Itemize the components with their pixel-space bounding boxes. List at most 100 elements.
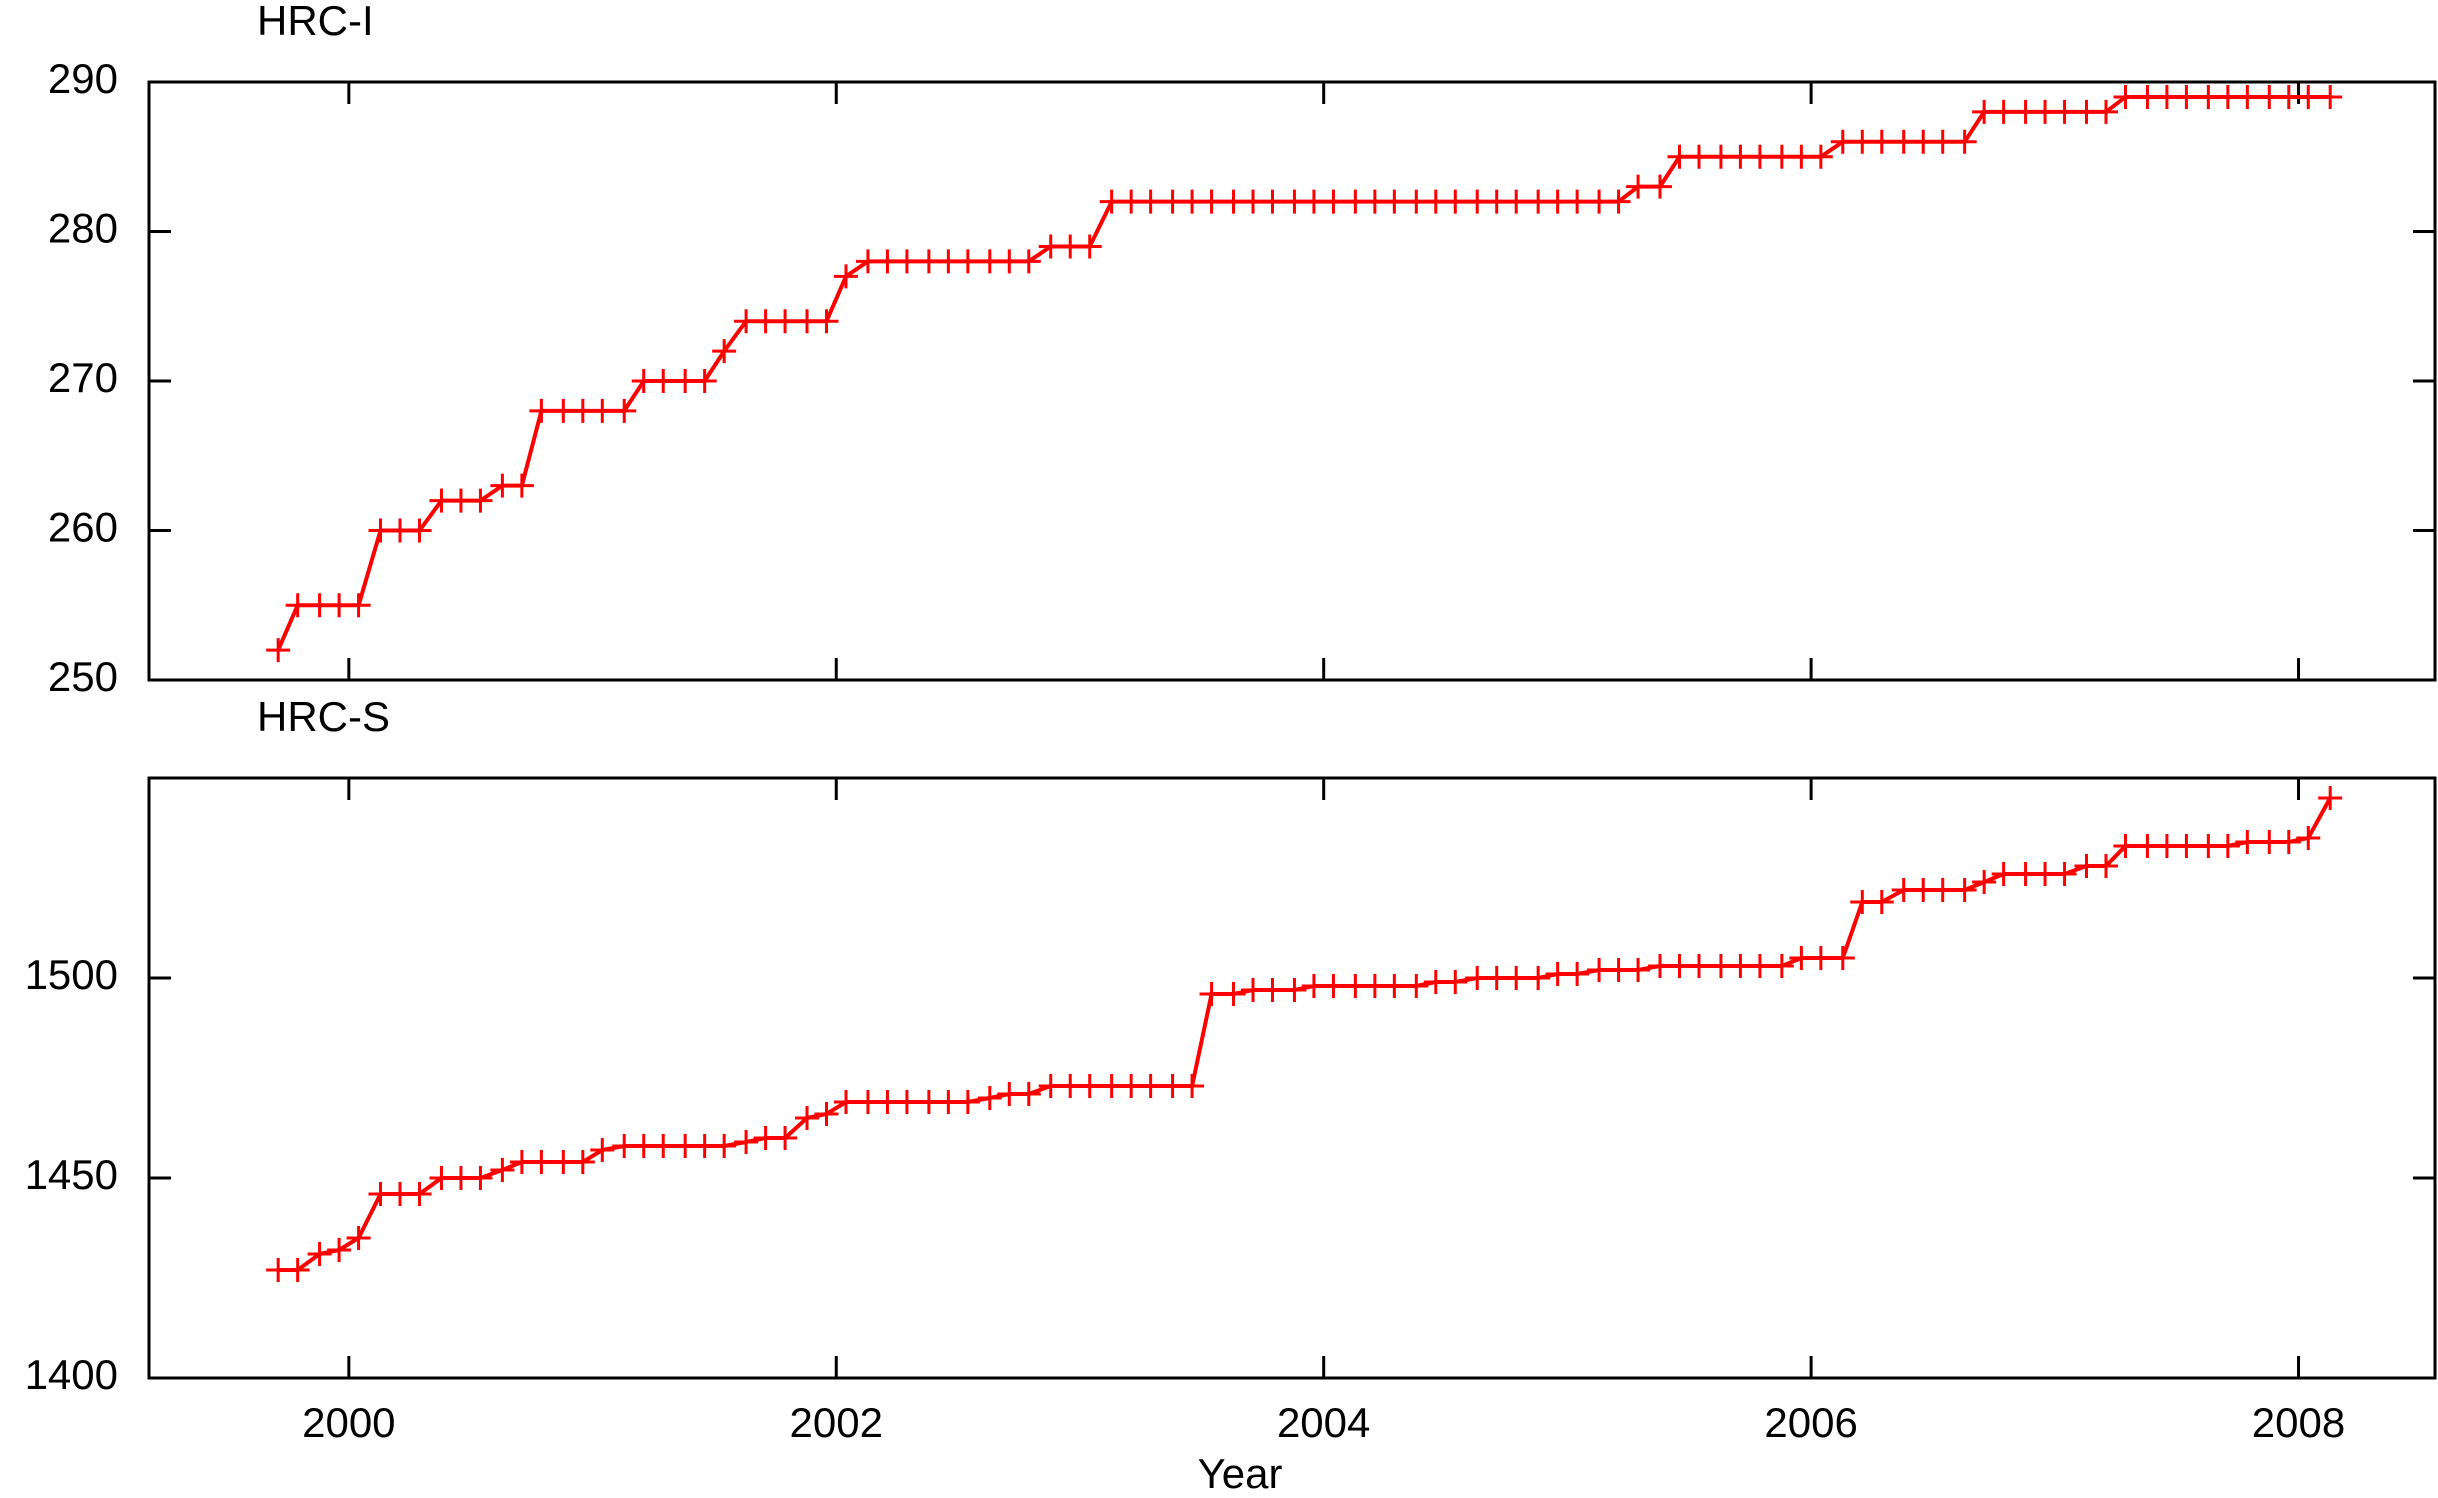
plus-marker: [1769, 954, 1794, 978]
plus-marker: [490, 1158, 515, 1182]
plus-marker: [1626, 174, 1651, 199]
plus-marker: [712, 1134, 737, 1158]
plus-marker: [795, 1106, 820, 1130]
plus-marker: [1260, 978, 1285, 1002]
plus-marker: [651, 369, 676, 393]
plus-marker: [570, 1150, 595, 1174]
plus-marker: [2093, 854, 2118, 878]
y-tick-label: 290: [48, 55, 118, 102]
plus-marker: [1016, 249, 1041, 274]
data-line: [276, 94, 2331, 651]
plus-marker: [1404, 974, 1429, 998]
plus-marker: [468, 1166, 493, 1190]
plus-marker: [1626, 958, 1651, 982]
plus-marker: [2296, 826, 2321, 850]
plus-marker: [529, 1150, 554, 1174]
plus-marker: [712, 339, 737, 364]
plus-marker: [2052, 99, 2077, 124]
plus-marker: [327, 1238, 352, 1262]
plus-marker: [1687, 144, 1711, 169]
plus-marker: [1077, 234, 1102, 259]
plus-marker: [1504, 966, 1529, 990]
plus-marker: [2318, 84, 2343, 109]
plus-marker: [266, 638, 291, 663]
plus-marker: [1260, 189, 1285, 214]
plus-marker: [1321, 974, 1346, 998]
plus-marker: [1382, 189, 1407, 214]
x-tick-label: 2004: [1277, 1399, 1370, 1446]
plus-marker: [1972, 870, 1997, 894]
plus-marker: [1443, 970, 1468, 994]
x-tick-label: 2008: [2252, 1399, 2345, 1446]
plus-marker: [2276, 830, 2301, 854]
plus-marker: [1138, 1074, 1163, 1098]
plus-marker: [1952, 129, 1977, 154]
x-axis-label: Year: [1198, 1450, 1283, 1497]
plus-marker: [1443, 189, 1468, 214]
plus-marker: [1077, 1074, 1102, 1098]
data-line: [278, 797, 2332, 1272]
y-tick-label: 1400: [25, 1351, 118, 1398]
plus-marker: [509, 473, 534, 498]
plus-marker: [307, 1242, 332, 1266]
plus-marker: [1565, 189, 1590, 214]
plus-marker: [1747, 144, 1772, 169]
plus-marker: [2052, 862, 2077, 886]
plus-marker: [1606, 189, 1631, 214]
plus-marker: [2174, 834, 2199, 858]
plus-marker: [1687, 954, 1711, 978]
y-tick-label: 1450: [25, 1151, 118, 1198]
plus-marker: [894, 249, 919, 274]
plus-marker: [2296, 84, 2321, 109]
plus-marker: [612, 398, 637, 423]
plus-marker: [407, 518, 432, 543]
chart-title: HRC-S: [257, 693, 390, 740]
plus-marker: [1504, 189, 1529, 214]
plus-marker: [955, 249, 980, 274]
plus-marker: [651, 1134, 676, 1158]
plus-marker: [1808, 946, 1833, 970]
plus-marker: [1221, 982, 1246, 1006]
plus-marker: [2318, 786, 2343, 810]
plus-marker: [2093, 99, 2118, 124]
plus-marker: [407, 1182, 432, 1206]
plus-marker: [734, 1130, 759, 1154]
plus-marker: [1321, 189, 1346, 214]
plus-marker: [1138, 189, 1163, 214]
plus-marker: [2113, 84, 2138, 109]
plus-marker: [955, 1090, 980, 1114]
plus-marker: [2235, 830, 2260, 854]
plus-marker: [977, 1086, 1002, 1110]
plus-marker: [590, 1138, 615, 1162]
plus-marker: [2174, 84, 2199, 109]
plus-marker: [2113, 834, 2138, 858]
x-tick-label: 2006: [1764, 1399, 1857, 1446]
plus-marker: [1565, 962, 1590, 986]
plus-marker: [894, 1090, 919, 1114]
plus-marker: [1991, 862, 2016, 886]
plus-marker: [834, 264, 859, 289]
plot-frame: [147, 776, 2437, 1380]
plus-marker: [1526, 966, 1551, 990]
y-tick-label: 260: [48, 504, 118, 551]
plus-marker: [814, 1102, 839, 1126]
y-tick-label: 250: [48, 653, 118, 700]
plus-marker: [1930, 129, 1955, 154]
plus-marker: [834, 1090, 859, 1114]
plus-marker: [814, 309, 839, 334]
plus-marker: [1199, 189, 1224, 214]
plus-marker: [773, 1126, 798, 1150]
plus-marker: [1180, 1074, 1205, 1098]
x-tick-label: 2002: [790, 1399, 883, 1446]
x-tick-label: 2000: [302, 1399, 395, 1446]
plus-marker: [285, 593, 310, 618]
plus-marker: [529, 398, 554, 423]
plus-marker: [1991, 99, 2016, 124]
plus-marker: [1930, 878, 1955, 902]
plus-marker: [1016, 1082, 1041, 1106]
y-tick-label: 1500: [25, 951, 118, 998]
plus-marker: [1282, 978, 1307, 1002]
plus-marker: [1199, 982, 1224, 1006]
plus-marker: [1952, 878, 1977, 902]
